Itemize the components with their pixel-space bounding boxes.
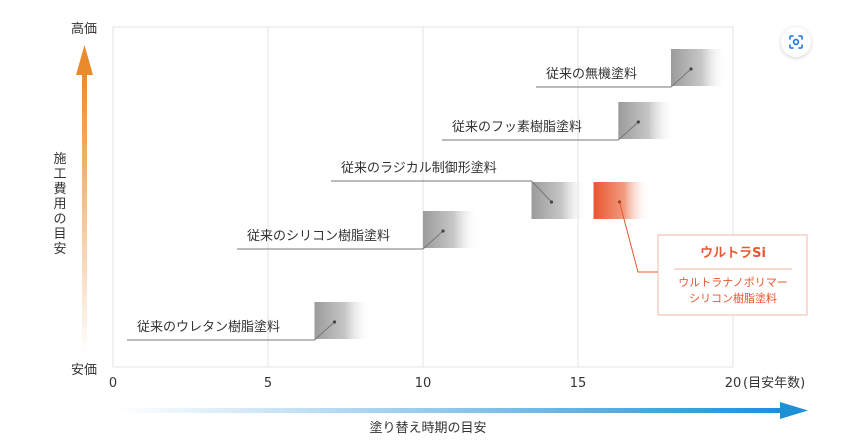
highlight-group: ウルトラSi ウルトラナノポリマー シリコン樹脂塗料	[593, 182, 808, 316]
highlight-title: ウルトラSi	[700, 246, 766, 261]
range-bar	[423, 211, 479, 248]
range-label: 従来の無機塗料	[546, 66, 637, 82]
x-tick-label: 0	[109, 376, 117, 391]
x-axis-arrow-shaft	[118, 408, 782, 413]
y-axis-title-char: 目	[53, 227, 66, 242]
y-axis-title-char: 施	[53, 152, 66, 167]
y-axis-title-char: 安	[53, 242, 66, 257]
x-tick-label: 10	[415, 376, 432, 391]
y-axis-title-char: 費	[53, 182, 66, 197]
leader-line	[331, 180, 552, 203]
lens-button[interactable]	[781, 27, 811, 57]
leader-line	[536, 68, 692, 88]
range-bar	[671, 49, 727, 86]
x-axis-title: 塗り替え時期の目安	[369, 420, 486, 436]
range-bar	[531, 182, 588, 219]
range-label: 従来のフッ素樹脂塗料	[452, 119, 582, 135]
leader-dot	[636, 120, 640, 124]
y-top-label: 高価	[71, 21, 97, 37]
leader-dot	[549, 200, 554, 204]
highlight-subtitle-1: ウルトラナノポリマー	[678, 276, 787, 289]
leader-line	[237, 230, 444, 250]
y-axis-title-char: 用	[53, 197, 66, 212]
range-bar	[618, 102, 675, 139]
x-tick-labels: 0 5 10 15 20	[109, 376, 741, 391]
x-tick-label: 5	[264, 376, 272, 391]
x-unit-label: (目安年数)	[743, 376, 805, 391]
x-tick-label: 20	[725, 376, 742, 391]
y-axis-arrow-head	[76, 45, 93, 75]
x-axis-arrow-head	[780, 402, 808, 419]
series-group: 従来のウレタン樹脂塗料 従来のシリコン樹脂塗料 従来のラジカル制御形塗料 従来のフッ素…	[127, 49, 727, 341]
x-tick-label: 15	[570, 376, 587, 391]
range-bar	[314, 302, 371, 339]
leader-line	[127, 321, 335, 341]
leader-dot	[441, 229, 445, 233]
highlight-leader	[619, 201, 658, 273]
range-label: 従来のウレタン樹脂塗料	[137, 319, 280, 335]
highlight-callout-box	[657, 234, 808, 316]
camera-lens-icon	[789, 35, 803, 49]
y-axis-title-char: の	[53, 212, 66, 227]
highlight-subtitle-2: シリコン樹脂塗料	[689, 291, 777, 305]
y-axis-arrow-shaft	[82, 70, 87, 355]
highlight-bar	[593, 182, 650, 219]
leader-line	[442, 121, 639, 141]
leader-dot	[689, 67, 693, 71]
range-label: 従来のラジカル制御形塗料	[341, 160, 497, 176]
range-label: 従来のシリコン樹脂塗料	[247, 228, 390, 244]
y-axis-title-char: 工	[53, 167, 66, 182]
y-bottom-label: 安価	[71, 363, 97, 378]
leader-dot	[332, 320, 337, 324]
